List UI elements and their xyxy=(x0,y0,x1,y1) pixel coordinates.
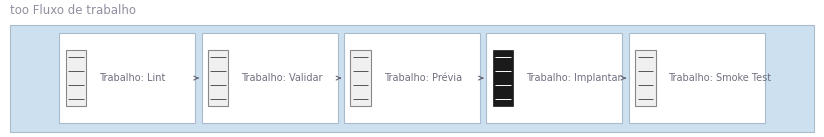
Text: Trabalho: Validar: Trabalho: Validar xyxy=(241,73,323,83)
Text: too Fluxo de trabalho: too Fluxo de trabalho xyxy=(10,4,136,17)
FancyBboxPatch shape xyxy=(486,33,622,123)
Text: Trabalho: Prévia: Trabalho: Prévia xyxy=(384,73,461,83)
FancyBboxPatch shape xyxy=(629,33,765,123)
FancyBboxPatch shape xyxy=(10,25,814,132)
FancyBboxPatch shape xyxy=(59,33,195,123)
FancyBboxPatch shape xyxy=(635,50,656,106)
FancyBboxPatch shape xyxy=(65,50,86,106)
FancyBboxPatch shape xyxy=(344,33,480,123)
FancyBboxPatch shape xyxy=(202,33,338,123)
Text: Trabalho: Implantar: Trabalho: Implantar xyxy=(526,73,621,83)
FancyBboxPatch shape xyxy=(208,50,228,106)
Text: Trabalho: Smoke Test: Trabalho: Smoke Test xyxy=(668,73,771,83)
FancyBboxPatch shape xyxy=(493,50,513,106)
Text: Trabalho: Lint: Trabalho: Lint xyxy=(99,73,166,83)
FancyBboxPatch shape xyxy=(350,50,371,106)
